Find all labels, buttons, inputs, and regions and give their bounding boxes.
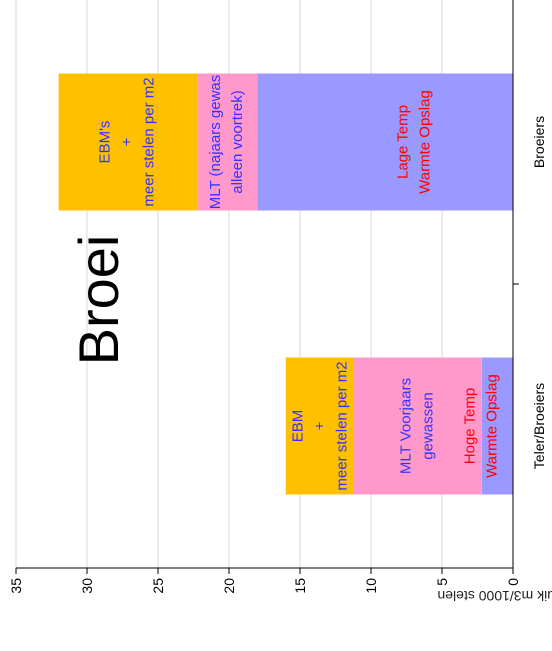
bar-annotation: + xyxy=(118,137,135,146)
category-label: Teler/Broeiers xyxy=(531,383,547,469)
value-tick-label: 10 xyxy=(363,578,379,594)
value-tick-label: 5 xyxy=(434,578,450,586)
value-tick-label: 35 xyxy=(8,578,24,594)
bar-segment xyxy=(58,73,198,211)
bar-annotation: Warmte Opslag xyxy=(483,374,500,478)
bar-segment xyxy=(257,73,513,211)
bar-annotation: EBM xyxy=(289,410,306,443)
tick-labels: 0 5 10 15 20 25 30 35 Teler/Broeiers Broeiers xyxy=(8,116,547,594)
bars xyxy=(58,73,513,495)
y-axis-title: Gasverbruik m3/1000 stelen xyxy=(437,588,552,604)
bar-annotation: gewassen xyxy=(419,392,436,460)
bar-annotation: Hoge Temp xyxy=(461,388,478,464)
chart-title: Broei xyxy=(67,235,130,366)
bar-segment xyxy=(481,357,513,495)
bar-annotation: MLT Voorjaars xyxy=(397,378,414,474)
bar-segment xyxy=(285,357,354,495)
bar-annotation: meer stelen per m2 xyxy=(140,77,157,206)
bar-annotation: alleen voortrek) xyxy=(229,90,246,193)
axes xyxy=(15,0,519,574)
bar-annotation: MLT (najaars gewas xyxy=(207,75,224,210)
bar-segment xyxy=(353,357,482,495)
value-tick-label: 0 xyxy=(505,578,521,586)
value-tick-label: 30 xyxy=(79,578,95,594)
bar-annotation: Warmte Opslag xyxy=(417,90,434,194)
bar-annotation: Lage Temp xyxy=(395,105,412,179)
value-tick-label: 25 xyxy=(150,578,166,594)
bar-segment xyxy=(197,73,258,211)
bar-annotation: meer stelen per m2 xyxy=(333,361,350,490)
value-tick-label: 15 xyxy=(292,578,308,594)
category-label: Broeiers xyxy=(531,116,547,168)
bar-annotation: EBM's xyxy=(96,121,113,164)
value-tick-label: 20 xyxy=(221,578,237,594)
bar-annotations: EBM + meer stelen per m2 MLT Voorjaars gewas… xyxy=(96,75,500,491)
bar-annotation: + xyxy=(311,421,328,430)
